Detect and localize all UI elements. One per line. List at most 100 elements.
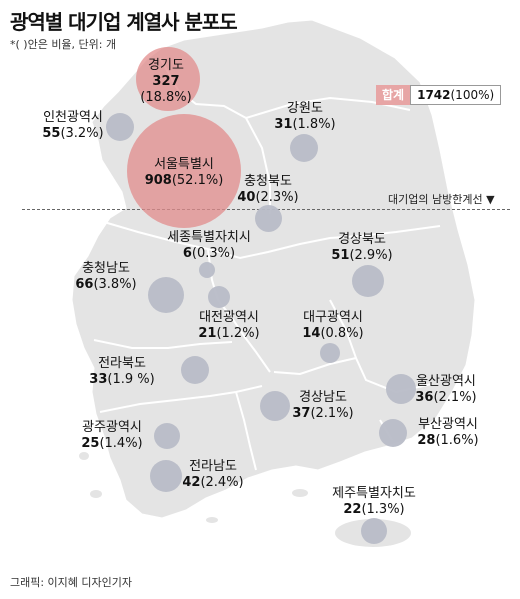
map-subtitle: *( )안은 비율, 단위: 개: [10, 38, 117, 51]
region-count: 40: [237, 190, 256, 205]
region-count: 31: [274, 117, 293, 132]
region-name: 제주특별자치도: [332, 486, 416, 501]
region-percent: (0.3%): [191, 246, 236, 261]
region-label-chungbuk: 충청북도 40(2.3%): [237, 174, 298, 206]
region-value: 36(2.1%): [415, 390, 476, 406]
region-label-incheon: 인천광역시 55(3.2%): [42, 110, 103, 142]
region-count: 327: [152, 74, 180, 89]
region-name: 인천광역시: [43, 110, 103, 125]
region-percent: (18.8%): [140, 90, 192, 105]
island-shape: [292, 489, 308, 497]
region-value: 6(0.3%): [167, 246, 251, 262]
region-label-daejeon: 대전광역시 21(1.2%): [198, 310, 259, 342]
region-name: 충청북도: [244, 174, 292, 189]
region-value: 22(1.3%): [332, 502, 416, 518]
region-percent: (2.3%): [255, 190, 299, 205]
region-label-gwangju: 광주광역시 25(1.4%): [81, 420, 142, 452]
region-percent: (1.8%): [292, 117, 336, 132]
region-label-gyeongbuk: 경상북도 51(2.9%): [331, 232, 392, 264]
region-label-chungnam: 충청남도 66(3.8%): [75, 261, 136, 293]
island-shape: [90, 490, 102, 498]
region-label-daegu: 대구광역시 14(0.8%): [302, 310, 363, 342]
region-percent: (1.3%): [361, 502, 405, 517]
region-name: 경상남도: [299, 390, 347, 405]
bubble-chungnam: [148, 277, 184, 313]
region-label-jeju: 제주특별자치도 22(1.3%): [332, 486, 416, 518]
region-count: 51: [331, 248, 350, 263]
region-name: 대구광역시: [303, 310, 363, 325]
island-shape: [79, 452, 89, 460]
bubble-ulsan: [386, 374, 416, 404]
bubble-chungbuk: [255, 205, 282, 232]
region-value: 31(1.8%): [274, 117, 335, 133]
region-count: 33: [89, 372, 108, 387]
region-name: 전라북도: [98, 356, 146, 371]
region-name: 경기도: [148, 58, 184, 73]
bubble-busan: [379, 419, 407, 447]
region-value: 37(2.1%): [292, 406, 353, 422]
region-count: 66: [75, 277, 94, 292]
map-title: 광역별 대기업 계열사 분포도: [10, 10, 238, 34]
region-count: 908: [144, 173, 172, 188]
region-label-gyeongnam: 경상남도 37(2.1%): [292, 390, 353, 422]
region-percent: (2.4%): [200, 475, 244, 490]
region-count: 28: [417, 433, 436, 448]
region-value: 28(1.6%): [417, 433, 478, 449]
region-value: 66(3.8%): [75, 277, 136, 293]
credit-text: 그래픽: 이지혜 디자인기자: [10, 576, 133, 589]
region-percent: (1.9 %): [107, 372, 155, 387]
region-count: 6: [182, 246, 192, 261]
region-value: 25(1.4%): [81, 436, 142, 452]
region-name: 전라남도: [189, 459, 237, 474]
region-count: 55: [42, 126, 61, 141]
region-count: 37: [292, 406, 311, 421]
region-percent: (0.8%): [320, 326, 364, 341]
region-percent: (2.1%): [310, 406, 354, 421]
bubble-daegu: [320, 343, 340, 363]
region-value: 40(2.3%): [237, 190, 298, 206]
region-name: 강원도: [287, 101, 323, 116]
region-name: 울산광역시: [416, 374, 476, 389]
region-name: 부산광역시: [418, 417, 478, 432]
region-label-gyeonggi: 경기도 327 (18.8%): [140, 58, 191, 106]
region-value: 51(2.9%): [331, 248, 392, 264]
region-label-jeonnam: 전라남도 42(2.4%): [182, 459, 243, 491]
boundary-label: 대기업의 남방한계선 ▼: [388, 193, 495, 206]
island-shape: [206, 517, 218, 523]
region-count: 36: [415, 390, 434, 405]
total-percent: (100%): [450, 88, 495, 102]
region-value: 327 (18.8%): [140, 74, 191, 106]
region-percent: (3.8%): [93, 277, 137, 292]
bubble-seoul: [127, 114, 241, 228]
region-percent: (1.6%): [435, 433, 479, 448]
region-label-jeonbuk: 전라북도 33(1.9 %): [89, 356, 154, 388]
region-label-sejong: 세종특별자치시 6(0.3%): [167, 230, 251, 262]
region-percent: (52.1%): [171, 173, 224, 188]
region-count: 42: [182, 475, 201, 490]
bubble-jeju: [361, 518, 387, 544]
region-name: 대전광역시: [199, 310, 259, 325]
bubble-daejeon: [208, 286, 230, 308]
region-value: 14(0.8%): [302, 326, 363, 342]
region-count: 25: [81, 436, 100, 451]
region-value: 21(1.2%): [198, 326, 259, 342]
total-label: 합계: [376, 85, 411, 105]
region-count: 21: [198, 326, 217, 341]
region-percent: (1.2%): [216, 326, 260, 341]
region-value: 42(2.4%): [182, 475, 243, 491]
bubble-gyeongbuk: [352, 265, 384, 297]
total-count: 1742: [417, 88, 451, 102]
region-percent: (2.9%): [349, 248, 393, 263]
region-label-seoul: 서울특별시 908(52.1%): [145, 157, 224, 189]
region-value: 908(52.1%): [145, 173, 224, 189]
region-value: 55(3.2%): [42, 126, 103, 142]
region-label-busan: 부산광역시 28(1.6%): [417, 417, 478, 449]
bubble-gangwon: [290, 134, 318, 162]
total-value: 1742(100%): [410, 85, 502, 105]
bubble-gwangju: [154, 423, 180, 449]
bubble-gyeongnam: [260, 391, 290, 421]
bubble-sejong: [199, 262, 215, 278]
region-name: 서울특별시: [154, 157, 214, 172]
region-name: 광주광역시: [82, 420, 142, 435]
region-percent: (1.4%): [99, 436, 143, 451]
